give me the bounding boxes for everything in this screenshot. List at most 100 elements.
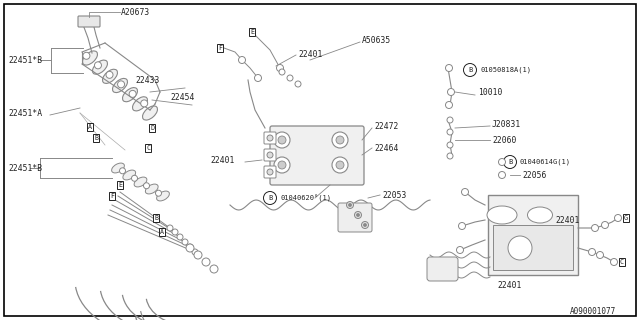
Ellipse shape — [527, 207, 552, 223]
Ellipse shape — [83, 51, 97, 65]
Ellipse shape — [134, 177, 147, 187]
FancyBboxPatch shape — [270, 126, 364, 185]
Circle shape — [264, 191, 276, 204]
Circle shape — [364, 223, 367, 227]
Text: F: F — [110, 193, 114, 199]
Circle shape — [210, 265, 218, 273]
Circle shape — [274, 157, 290, 173]
Text: A: A — [88, 124, 92, 130]
Text: E: E — [250, 29, 254, 35]
Circle shape — [120, 168, 125, 174]
Circle shape — [278, 136, 286, 144]
Circle shape — [156, 190, 161, 196]
Text: F: F — [218, 45, 222, 51]
Text: 10010: 10010 — [478, 87, 502, 97]
Text: 01040614G(1): 01040614G(1) — [520, 159, 571, 165]
Circle shape — [95, 62, 102, 69]
Circle shape — [276, 65, 284, 71]
Circle shape — [447, 153, 453, 159]
Circle shape — [463, 63, 477, 76]
Circle shape — [461, 188, 468, 196]
Circle shape — [192, 249, 198, 255]
Ellipse shape — [122, 88, 138, 102]
Circle shape — [591, 225, 598, 231]
Text: B: B — [268, 195, 272, 201]
Text: B: B — [94, 135, 98, 141]
Circle shape — [445, 101, 452, 108]
Circle shape — [295, 81, 301, 87]
Text: A20673: A20673 — [121, 7, 150, 17]
Ellipse shape — [132, 97, 147, 111]
Text: D: D — [150, 125, 154, 131]
Circle shape — [336, 161, 344, 169]
Circle shape — [355, 212, 362, 219]
Text: 22472: 22472 — [374, 122, 398, 131]
Circle shape — [267, 135, 273, 141]
Circle shape — [131, 175, 138, 181]
FancyBboxPatch shape — [264, 166, 276, 178]
Circle shape — [602, 221, 609, 228]
Text: A090001077: A090001077 — [570, 308, 616, 316]
Circle shape — [447, 117, 453, 123]
Circle shape — [172, 229, 178, 235]
Text: J20831: J20831 — [492, 119, 521, 129]
Circle shape — [106, 71, 113, 78]
Text: 22056: 22056 — [522, 171, 547, 180]
Circle shape — [346, 202, 353, 209]
Circle shape — [508, 236, 532, 260]
Text: 22451*A: 22451*A — [8, 108, 42, 117]
Circle shape — [349, 204, 351, 206]
Text: A: A — [160, 229, 164, 235]
Circle shape — [141, 100, 148, 107]
Circle shape — [239, 57, 246, 63]
Text: 01040620°(1): 01040620°(1) — [280, 194, 331, 202]
Circle shape — [362, 221, 369, 228]
Circle shape — [267, 169, 273, 175]
FancyBboxPatch shape — [264, 132, 276, 144]
Circle shape — [279, 69, 285, 75]
Ellipse shape — [113, 78, 127, 92]
Circle shape — [267, 152, 273, 158]
Text: B: B — [154, 215, 158, 221]
Circle shape — [456, 246, 463, 253]
Text: E: E — [118, 182, 122, 188]
Circle shape — [589, 249, 595, 255]
FancyBboxPatch shape — [78, 16, 100, 27]
Text: B: B — [468, 67, 472, 73]
Circle shape — [255, 75, 262, 82]
Text: 22454: 22454 — [170, 92, 195, 101]
Text: 22401: 22401 — [298, 50, 323, 59]
Circle shape — [129, 90, 136, 97]
Circle shape — [278, 161, 286, 169]
Text: A50635: A50635 — [362, 36, 391, 44]
Text: 22464: 22464 — [374, 143, 398, 153]
Circle shape — [458, 222, 465, 229]
Bar — [493, 225, 573, 270]
Circle shape — [83, 52, 90, 59]
Circle shape — [614, 214, 621, 221]
Circle shape — [445, 65, 452, 71]
Circle shape — [118, 81, 125, 88]
Ellipse shape — [157, 191, 170, 201]
Circle shape — [447, 89, 454, 95]
Text: 22401: 22401 — [497, 281, 522, 290]
Ellipse shape — [111, 163, 124, 173]
Bar — [488, 195, 578, 275]
Circle shape — [167, 225, 173, 231]
Circle shape — [194, 251, 202, 259]
Circle shape — [356, 213, 360, 217]
Circle shape — [143, 183, 150, 189]
Text: 22451*B: 22451*B — [8, 164, 42, 172]
Text: B: B — [508, 159, 512, 165]
Circle shape — [182, 239, 188, 245]
Ellipse shape — [102, 69, 118, 84]
Circle shape — [332, 132, 348, 148]
Text: 22060: 22060 — [492, 135, 516, 145]
Circle shape — [504, 156, 516, 169]
Circle shape — [202, 258, 210, 266]
Text: 22401: 22401 — [210, 156, 234, 164]
Text: C: C — [146, 145, 150, 151]
Circle shape — [611, 259, 618, 266]
FancyBboxPatch shape — [264, 149, 276, 161]
Circle shape — [447, 142, 453, 148]
